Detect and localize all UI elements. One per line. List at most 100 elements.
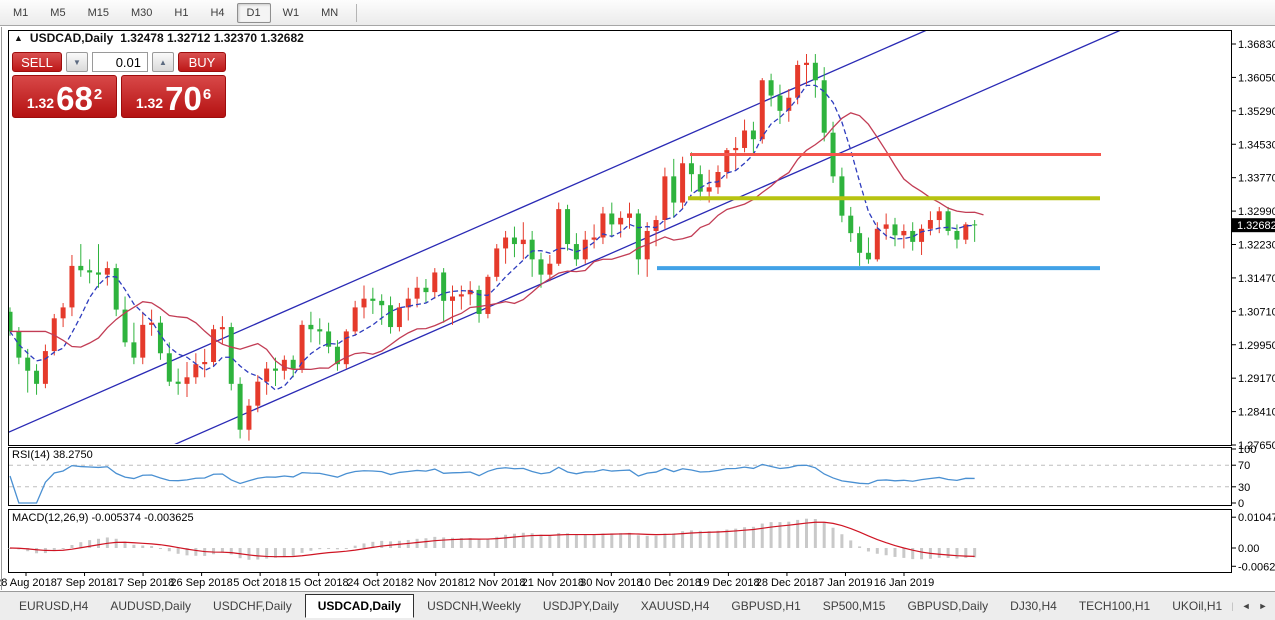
date-axis-label: 24 Oct 2018 [347, 577, 407, 589]
macd-bar [645, 535, 649, 548]
timeframe-button-h4[interactable]: H4 [210, 6, 225, 19]
candle-body [786, 97, 792, 111]
tabs-scroll-right-icon[interactable]: ► [1258, 601, 1268, 611]
buy-button[interactable]: BUY [178, 52, 226, 72]
candle-body [538, 259, 544, 275]
timeframe-button-m15[interactable]: M15 [87, 6, 109, 19]
candle-body [388, 305, 394, 328]
candle-body [211, 329, 217, 363]
macd-bar [734, 528, 738, 548]
macd-bar [628, 532, 631, 548]
candle-body [777, 95, 783, 111]
timeframe-button-h1[interactable]: H1 [174, 6, 189, 19]
chart-tab-eurusd[interactable]: EURUSD,H4 [19, 599, 89, 613]
timeframe-toolbar: M1 M5 M15 M30 H1 H4 D1 W1 MN [0, 0, 1275, 26]
chart-tab-usdcnh[interactable]: USDCNH,Weekly [427, 599, 521, 613]
chart-tab-usdchf[interactable]: USDCHF,Daily [213, 599, 292, 613]
macd-bar [318, 548, 322, 550]
macd-bar [787, 521, 791, 548]
macd-label: MACD(12,26,9) -0.005374 -0.003625 [12, 512, 194, 524]
macd-bar [698, 530, 702, 548]
candle-body [697, 174, 703, 192]
collapse-triangle-icon[interactable]: ▲ [14, 33, 23, 43]
chart-tab-usdcad[interactable]: USDCAD,Daily [304, 594, 415, 618]
macd-bar [805, 518, 808, 548]
candle-body [945, 211, 951, 231]
macd-bar [477, 539, 481, 548]
timeframe-button-m30[interactable]: M30 [130, 6, 153, 19]
date-axis-label: 2 Nov 2018 [408, 577, 464, 589]
price-axis-label: 1.32990 [1238, 206, 1275, 218]
macd-bar [229, 548, 233, 555]
candle-body [954, 230, 960, 240]
macd-bar [70, 544, 74, 548]
sell-price-big: 68 [56, 80, 93, 117]
date-axis-label: 7 Jan 2019 [818, 577, 872, 589]
macd-bar [822, 522, 826, 548]
chart-tab-audusd[interactable]: AUDUSD,Daily [110, 599, 192, 613]
timeframe-button-w1[interactable]: W1 [282, 6, 300, 19]
buy-price-panel[interactable]: 1.32 70 6 [121, 75, 226, 118]
chart-tab-gbpusd[interactable]: GBPUSD,Daily [907, 599, 989, 613]
volume-increase-button[interactable]: ▲ [152, 52, 174, 72]
candle-body [149, 322, 155, 325]
macd-signal-line [9, 521, 975, 558]
timeframe-button-m1[interactable]: M1 [13, 6, 29, 19]
candle-body [494, 248, 500, 277]
candle-body [582, 239, 588, 260]
candle-body [671, 176, 677, 203]
candle-body [467, 289, 473, 295]
chart-tab-gbpusd[interactable]: GBPUSD,H1 [731, 599, 801, 613]
chart-tab-xauusd[interactable]: XAUUSD,H4 [640, 599, 710, 613]
macd-bar [282, 548, 286, 557]
sell-price-panel[interactable]: 1.32 68 2 [12, 75, 117, 118]
candle-body [742, 130, 748, 148]
date-axis-label: 17 Sep 2018 [112, 577, 174, 589]
macd-bar [813, 519, 817, 548]
macd-bar [955, 548, 959, 559]
candle-body [768, 80, 774, 96]
macd-bar [141, 545, 145, 548]
candle-body [600, 213, 606, 238]
timeframe-button-m5[interactable]: M5 [50, 6, 66, 19]
volume-input[interactable]: 0.01 [92, 52, 148, 72]
candle-body [520, 239, 526, 245]
macd-bar [459, 538, 463, 548]
candle-body [821, 80, 827, 133]
date-axis-label: 16 Jan 2019 [874, 577, 935, 589]
trend-channel-line-2[interactable] [0, 4, 1180, 530]
macd-bar [557, 533, 561, 548]
candle-body [317, 329, 323, 332]
candle-body [405, 298, 411, 308]
timeframe-button-d1[interactable]: D1 [236, 2, 271, 23]
chart-tab-ukoil[interactable]: UKOil,H1 [1172, 599, 1223, 613]
candle-body [273, 368, 278, 371]
volume-decrease-button[interactable]: ▼ [66, 52, 88, 72]
candle-body [281, 359, 287, 371]
chart-tab-sp500[interactable]: SP500,M15 [822, 599, 886, 613]
candle-body [104, 268, 110, 275]
candle-body [795, 64, 801, 98]
symbol-title[interactable]: ▲ USDCAD,Daily 1.32478 1.32712 1.32370 1… [14, 31, 304, 45]
current-price-label: 1.32682 [1237, 220, 1275, 232]
macd-bar [902, 548, 906, 558]
candle-body [635, 213, 641, 260]
date-axis-label: 10 Dec 2018 [639, 577, 701, 589]
price-axis-label: 1.28410 [1238, 407, 1275, 419]
timeframe-button-mn[interactable]: MN [321, 6, 339, 19]
chart-tab-tech100[interactable]: TECH100,H1 [1078, 599, 1151, 613]
chart-tab-dj30[interactable]: DJ30,H4 [1010, 599, 1057, 613]
trend-channel-line-1[interactable] [0, 0, 1180, 445]
macd-bar [97, 538, 100, 548]
candle-body [140, 324, 146, 358]
sell-button[interactable]: SELL [12, 52, 62, 72]
chart-tab-usdjpy[interactable]: USDJPY,Daily [542, 599, 619, 613]
candle-body [131, 342, 137, 358]
tabs-scroll-left-icon[interactable]: ◄ [1241, 601, 1251, 611]
candle-body [96, 272, 101, 275]
price-axis-label: 1.36050 [1238, 72, 1275, 84]
macd-bar [973, 548, 977, 558]
buy-price-pip: 6 [202, 86, 212, 103]
sell-price-prefix: 1.32 [26, 95, 55, 111]
macd-bar [884, 548, 888, 556]
